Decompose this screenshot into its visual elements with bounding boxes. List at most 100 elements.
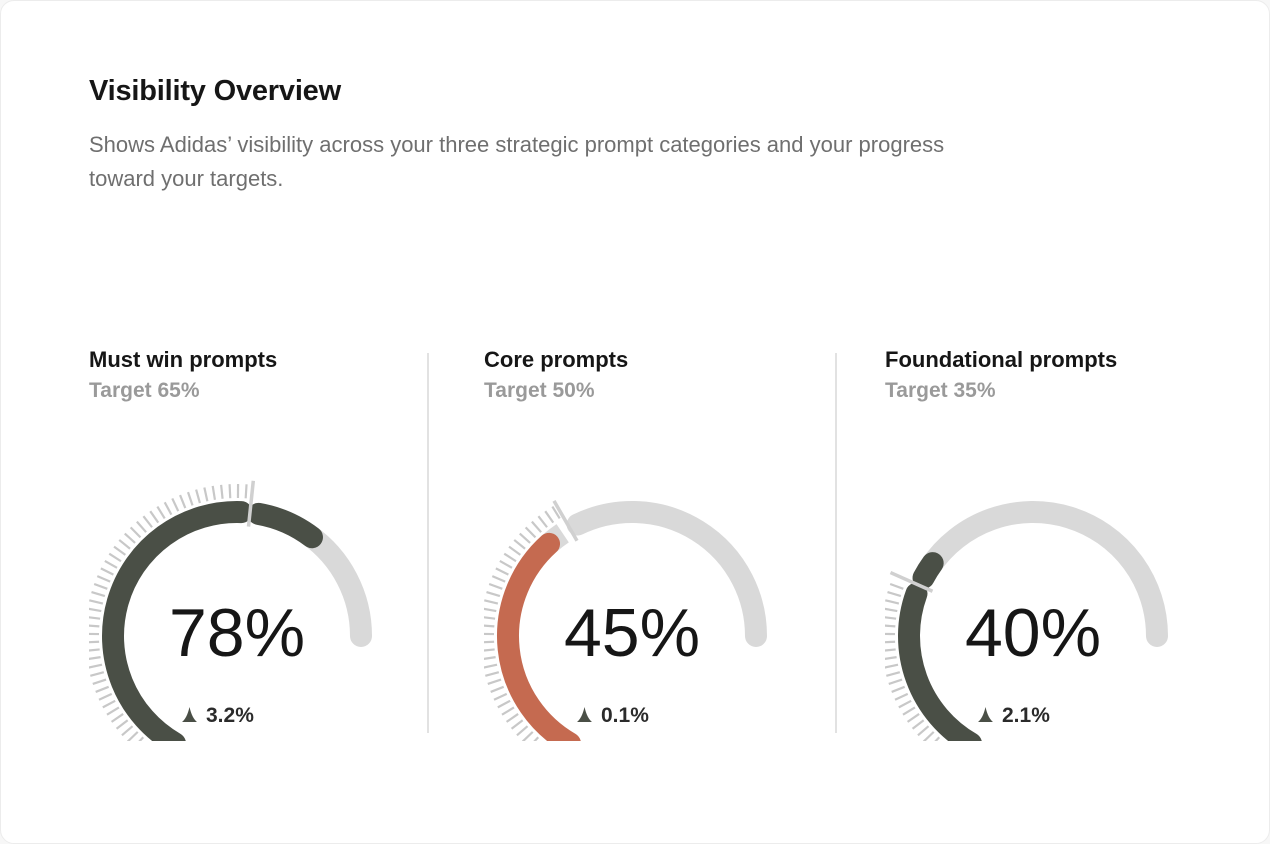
gauge-value-label: 45% xyxy=(564,595,700,671)
target-tick xyxy=(179,494,187,509)
target-tick xyxy=(484,624,495,628)
page-title: Visibility Overview xyxy=(89,75,341,107)
target-tick xyxy=(516,725,529,737)
gauge-panel-foundational: Foundational prompts Target 35% 40% 2.1% xyxy=(885,341,1270,741)
target-tick xyxy=(484,663,498,669)
gauge-value-arc xyxy=(912,552,944,589)
gauge-target-label: Target 65% xyxy=(89,379,200,402)
gauge-value-arc xyxy=(247,502,323,549)
target-tick xyxy=(886,671,901,677)
target-tick xyxy=(244,484,248,499)
target-tick xyxy=(89,599,104,605)
target-tick xyxy=(495,567,509,576)
target-tick xyxy=(89,624,100,628)
target-tick xyxy=(519,532,531,544)
target-tick xyxy=(484,616,496,620)
target-tick xyxy=(211,485,217,500)
target-tick xyxy=(531,520,542,533)
target-tick xyxy=(891,685,906,693)
target-tick xyxy=(503,552,517,563)
target-tick xyxy=(902,706,916,716)
target-tick xyxy=(484,607,497,613)
target-tick xyxy=(89,656,101,661)
target-tick xyxy=(138,736,145,741)
gauge-title: Must win prompts xyxy=(89,347,278,372)
target-tick xyxy=(89,648,100,652)
target-tick xyxy=(551,505,561,520)
gauge-title: Core prompts xyxy=(484,347,629,372)
gauge-panel-must-win: Must win prompts Target 65% 78% 3.2% xyxy=(89,341,489,741)
target-tick xyxy=(98,692,113,701)
target-tick xyxy=(533,736,540,741)
target-tick xyxy=(513,539,526,550)
target-tick xyxy=(885,607,898,613)
trend-up-icon xyxy=(182,707,197,722)
target-marker xyxy=(246,480,256,527)
target-tick xyxy=(126,731,139,741)
target-tick xyxy=(484,640,495,644)
page-description: Shows Adidas’ visibility across your thr… xyxy=(89,132,945,191)
target-tick xyxy=(490,685,505,693)
target-tick xyxy=(108,552,122,563)
target-tick xyxy=(885,640,896,644)
target-tick xyxy=(100,567,114,576)
gauge-core: 45% 0.1% xyxy=(484,500,767,741)
target-tick xyxy=(493,692,508,701)
gauge-delta-label: 2.1% xyxy=(1002,704,1050,727)
gauge-value-arc xyxy=(102,501,253,741)
target-tick xyxy=(106,706,120,716)
target-tick xyxy=(505,713,519,723)
gauge-value-label: 78% xyxy=(169,595,305,671)
target-tick xyxy=(484,599,499,605)
target-tick xyxy=(89,640,100,644)
target-tick xyxy=(537,515,548,528)
target-tick xyxy=(96,575,111,583)
gauge-must-win: 78% 3.2% xyxy=(89,480,372,741)
target-tick xyxy=(136,520,147,533)
gauge-panel-core: Core prompts Target 50% 45% 0.1% xyxy=(484,341,884,741)
gauge-foundational: 40% 2.1% xyxy=(885,501,1168,741)
target-tick xyxy=(917,725,930,737)
target-tick xyxy=(934,736,941,741)
target-tick xyxy=(887,591,902,598)
target-tick xyxy=(142,515,153,528)
target-tick xyxy=(521,731,534,741)
gauge-delta-label: 3.2% xyxy=(206,704,254,727)
target-tick xyxy=(885,656,897,661)
column-divider xyxy=(835,353,837,733)
target-tick xyxy=(156,505,166,520)
target-tick xyxy=(885,624,896,628)
target-tick xyxy=(484,656,496,661)
target-tick xyxy=(220,484,224,499)
target-tick xyxy=(922,731,935,741)
target-tick xyxy=(110,713,124,723)
target-tick xyxy=(89,616,101,620)
target-tick xyxy=(171,497,180,512)
target-tick xyxy=(186,491,194,506)
target-tick xyxy=(91,591,106,598)
target-tick xyxy=(889,582,904,590)
gauge-target-label: Target 50% xyxy=(484,379,595,402)
target-tick xyxy=(911,719,925,730)
target-tick xyxy=(885,648,896,652)
target-tick xyxy=(102,699,116,709)
target-tick xyxy=(499,559,513,569)
target-marker xyxy=(889,570,934,593)
gauge-target-label: Target 35% xyxy=(885,379,996,402)
target-tick xyxy=(544,510,555,524)
target-tick xyxy=(113,545,127,556)
target-tick xyxy=(195,489,201,504)
target-tick xyxy=(129,526,142,539)
target-tick xyxy=(485,671,500,677)
target-tick xyxy=(906,713,920,723)
target-tick xyxy=(92,678,107,686)
target-tick xyxy=(95,685,110,693)
target-tick xyxy=(888,678,903,686)
target-tick xyxy=(149,510,160,524)
target-tick xyxy=(894,692,909,701)
gauge-delta-label: 0.1% xyxy=(601,704,649,727)
column-divider xyxy=(427,353,429,733)
target-tick xyxy=(89,663,103,669)
target-tick xyxy=(491,575,506,583)
